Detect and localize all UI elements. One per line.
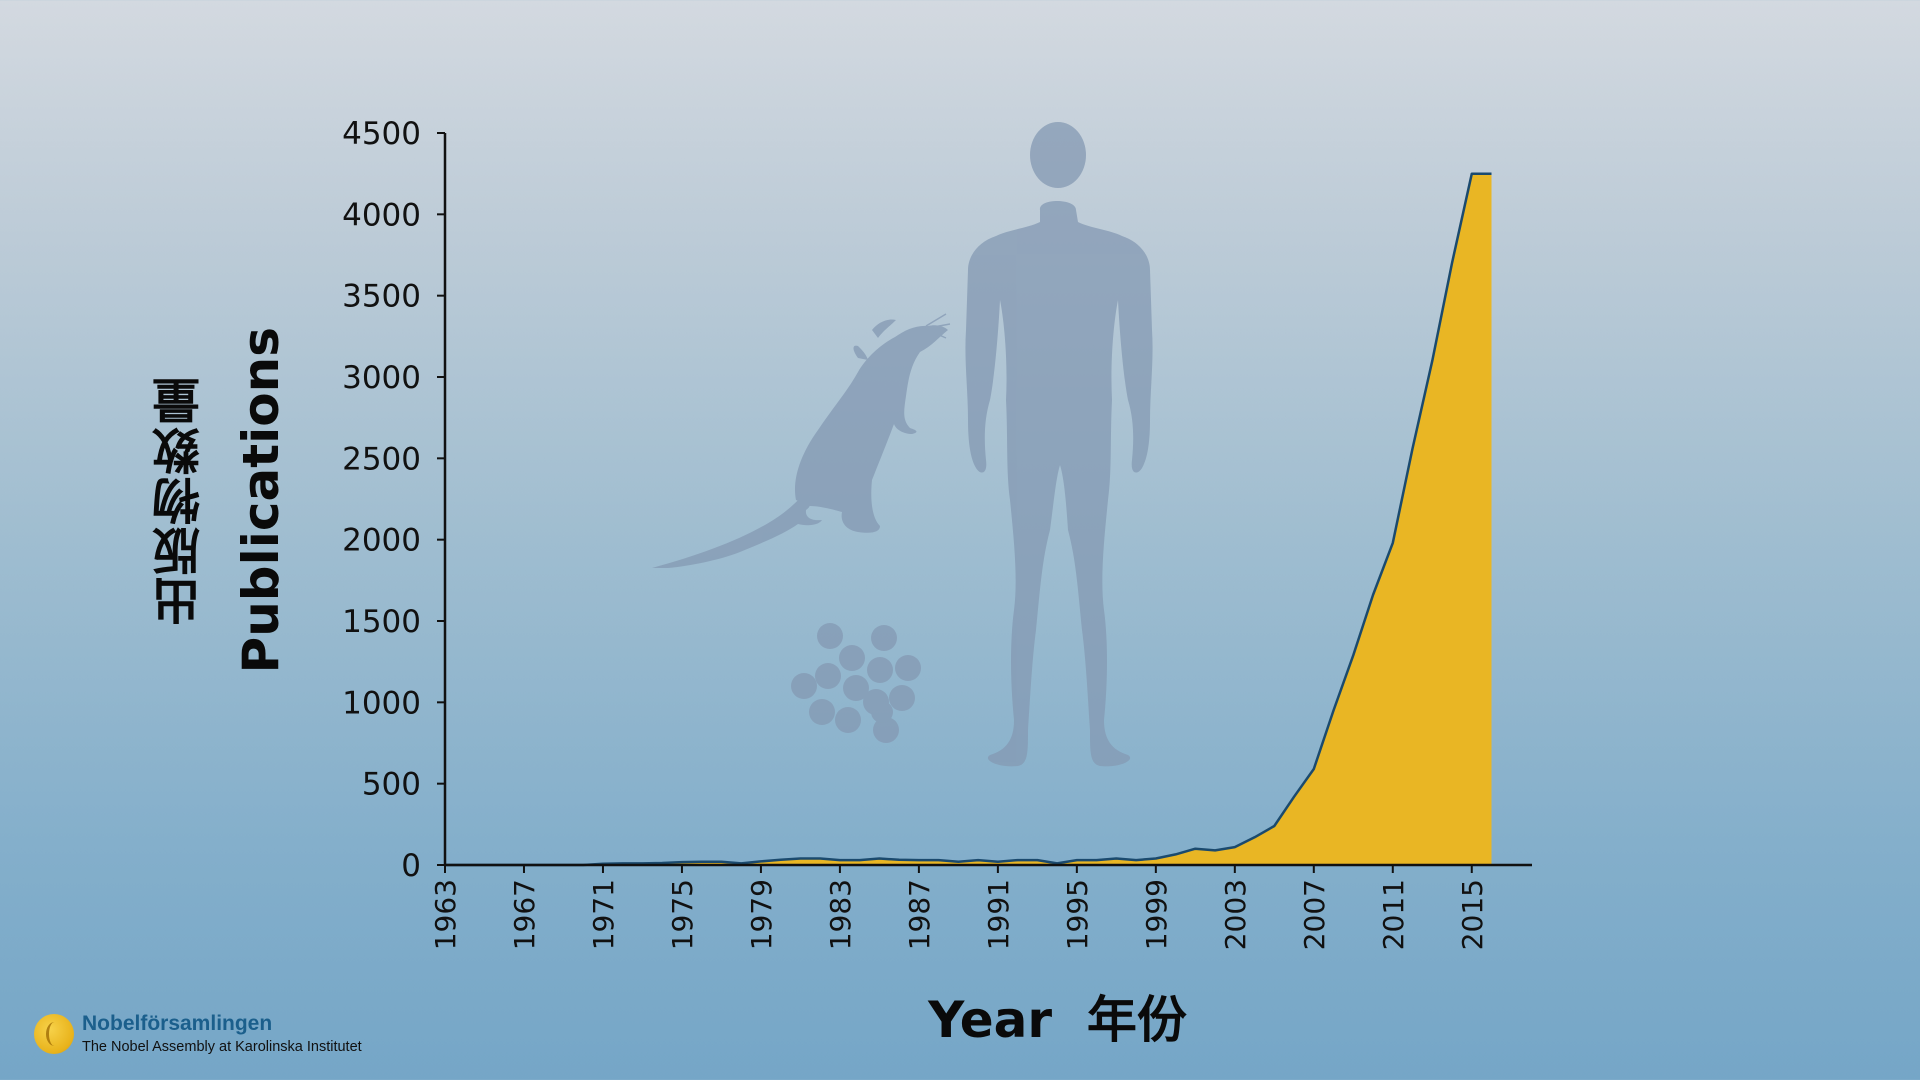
x-tick-label: 1975 xyxy=(666,879,699,950)
y-axis-label-zh: 出版物数量 xyxy=(153,375,209,625)
logo-name: Nobelförsamlingen xyxy=(82,1012,273,1035)
y-tick-label: 500 xyxy=(362,767,421,803)
nobel-medal-icon xyxy=(34,1014,74,1054)
x-tick-label: 1967 xyxy=(508,879,541,950)
logo-subtitle: The Nobel Assembly at Karolinska Institu… xyxy=(82,1039,362,1055)
x-tick-label: 1983 xyxy=(824,879,857,950)
y-tick-label: 4500 xyxy=(342,116,421,152)
x-tick-label: 1999 xyxy=(1140,879,1173,950)
x-tick-label: 2011 xyxy=(1377,879,1410,950)
x-tick-label: 2003 xyxy=(1219,879,1252,950)
x-tick-label: 2007 xyxy=(1298,879,1331,950)
y-tick-label: 0 xyxy=(401,848,421,884)
x-tick-label: 1979 xyxy=(745,879,778,950)
nobel-assembly-logo: Nobelförsamlingen The Nobel Assembly at … xyxy=(34,1012,394,1068)
background-illustrations xyxy=(652,122,1153,767)
x-tick-label: 1995 xyxy=(1061,879,1094,950)
x-axis-label: Year 年份 xyxy=(928,991,1187,1049)
y-tick-label: 4000 xyxy=(342,197,421,233)
plot-area: 0 500 1000 1500 2000 2500 3000 3500 4000 4500 1963… xyxy=(342,116,1532,950)
series-area-fill xyxy=(445,173,1492,865)
y-tick-label: 3000 xyxy=(342,360,421,396)
x-tick-label: 1963 xyxy=(429,879,462,950)
y-tick-label: 2000 xyxy=(342,523,421,559)
series-line xyxy=(445,172,1492,867)
y-tick-label: 1500 xyxy=(342,604,421,640)
y-tick-label: 1000 xyxy=(342,685,421,721)
human-silhouette xyxy=(965,122,1153,767)
y-axis-label-en: Publications xyxy=(232,326,290,674)
x-tick-label: 1971 xyxy=(587,879,620,950)
y-tick-label: 3500 xyxy=(342,279,421,315)
y-axis-label: 出版物数量 Publications xyxy=(110,150,326,850)
rat-silhouette xyxy=(652,313,951,568)
x-tick-label: 1987 xyxy=(903,879,936,950)
cell-cluster xyxy=(791,623,921,743)
x-tick-label: 1991 xyxy=(982,879,1015,950)
x-tick-label: 2015 xyxy=(1456,879,1489,950)
y-tick-label: 2500 xyxy=(342,441,421,477)
